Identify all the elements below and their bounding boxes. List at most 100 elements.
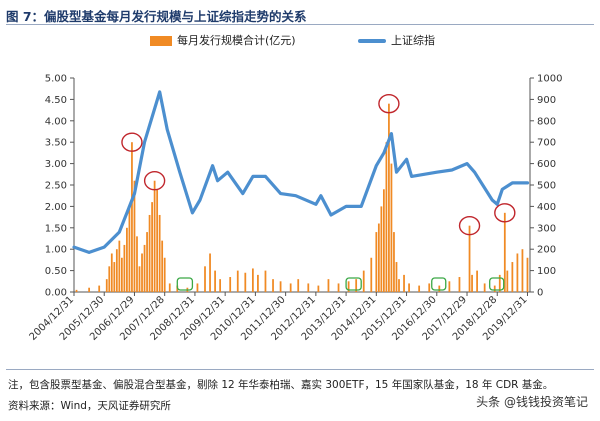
bar bbox=[403, 274, 405, 292]
bar bbox=[161, 240, 164, 292]
bar bbox=[289, 283, 292, 292]
bar bbox=[113, 262, 116, 292]
legend-line-swatch bbox=[358, 39, 386, 43]
bar bbox=[398, 279, 400, 292]
left-tick-label: 3.50 bbox=[45, 138, 67, 149]
highlight-box bbox=[176, 277, 194, 291]
chart-source: 资料来源：Wind，天风证券研究所 bbox=[8, 400, 171, 412]
bar bbox=[229, 277, 232, 292]
highlight-circle bbox=[121, 132, 143, 152]
bar bbox=[108, 266, 111, 292]
right-tick-label: 100 bbox=[537, 266, 556, 277]
right-tick-label: 900 bbox=[537, 95, 556, 106]
bar bbox=[385, 142, 388, 292]
bar bbox=[209, 253, 211, 292]
bar bbox=[128, 206, 131, 292]
bar bbox=[168, 283, 171, 292]
bar bbox=[219, 279, 222, 292]
bar bbox=[214, 270, 216, 292]
title-divider bbox=[6, 24, 594, 25]
bar bbox=[418, 285, 421, 292]
bar bbox=[506, 270, 509, 292]
bar bbox=[204, 266, 206, 292]
chart-title: 图 7：偏股型基金每月发行规模与上证综指走势的关系 bbox=[6, 9, 307, 24]
bar bbox=[126, 227, 128, 292]
bar bbox=[146, 232, 148, 292]
bar bbox=[393, 232, 395, 292]
bar bbox=[88, 287, 90, 292]
bar bbox=[317, 285, 320, 292]
bar bbox=[123, 244, 126, 292]
bar bbox=[136, 236, 138, 292]
bar bbox=[115, 249, 118, 292]
footer-divider bbox=[6, 369, 594, 370]
left-tick-label: 3.00 bbox=[45, 159, 67, 170]
bar bbox=[476, 270, 478, 292]
bar bbox=[395, 262, 398, 292]
line-series bbox=[72, 90, 530, 254]
bar bbox=[75, 289, 78, 292]
bar bbox=[370, 257, 373, 292]
bar bbox=[196, 283, 199, 292]
bar bbox=[471, 274, 473, 292]
bar bbox=[458, 277, 461, 292]
bar bbox=[498, 274, 501, 292]
highlight-circle bbox=[143, 171, 166, 191]
bar bbox=[503, 212, 506, 292]
left-tick-label: 5.00 bbox=[45, 74, 67, 85]
right-tick-label: 700 bbox=[537, 138, 556, 149]
bar bbox=[362, 270, 365, 292]
bar bbox=[143, 244, 146, 292]
bar bbox=[151, 202, 153, 292]
bar bbox=[347, 281, 350, 292]
chart-plot: 0.00 0.50 1.00 1.50 2.00 2.50 3.00 3.50 4.00 4.50… bbox=[28, 74, 563, 343]
legend-bar-swatch bbox=[150, 36, 172, 46]
bar bbox=[251, 268, 254, 292]
highlight-box bbox=[431, 277, 447, 291]
bar bbox=[148, 214, 151, 292]
bar bbox=[448, 281, 451, 292]
bar bbox=[382, 189, 385, 292]
right-tick-label: 300 bbox=[537, 223, 556, 234]
left-tick-label: 2.00 bbox=[45, 202, 67, 213]
legend-bar-label: 每月发行规模合计(亿元) bbox=[177, 34, 296, 47]
right-axis-ticks: 0 100 200 300 400 500 600 700 800 900 1000 bbox=[530, 74, 562, 299]
bar bbox=[163, 257, 166, 292]
bar bbox=[118, 240, 121, 292]
bar bbox=[526, 257, 529, 292]
x-axis-ticks: 2004/12/312005/12/302006/12/292007/12/28… bbox=[28, 292, 530, 343]
bar bbox=[511, 262, 514, 292]
left-tick-label: 4.50 bbox=[45, 95, 67, 106]
right-tick-label: 800 bbox=[537, 116, 556, 127]
right-tick-label: 1000 bbox=[537, 74, 562, 85]
right-tick-label: 200 bbox=[537, 245, 556, 256]
bar bbox=[516, 253, 519, 292]
highlight-box bbox=[345, 277, 362, 291]
bar bbox=[141, 253, 143, 292]
right-tick-label: 500 bbox=[537, 181, 556, 192]
bar bbox=[483, 283, 486, 292]
bar bbox=[390, 163, 393, 292]
bar bbox=[257, 274, 259, 292]
bar bbox=[327, 279, 330, 292]
highlight-circle bbox=[378, 93, 400, 114]
right-tick-label: 400 bbox=[537, 202, 556, 213]
left-tick-label: 4.00 bbox=[45, 116, 67, 127]
bar bbox=[388, 103, 390, 293]
watermark: 头条 @钱钱投资笔记 bbox=[476, 395, 588, 409]
index-line bbox=[72, 90, 530, 254]
bar bbox=[105, 279, 108, 292]
bar bbox=[133, 180, 136, 292]
chart-note: 注，包含股票型基金、偏股混合型基金，剔除 12 年华泰柏瑞、嘉实 300ETF，… bbox=[8, 379, 554, 391]
left-tick-label: 1.50 bbox=[45, 223, 67, 234]
highlight-circle bbox=[458, 215, 481, 236]
bar bbox=[158, 214, 161, 292]
legend-bar-entry: 每月发行规模合计(亿元) bbox=[150, 32, 296, 48]
bar bbox=[493, 285, 496, 292]
right-tick-label: 0 bbox=[537, 288, 543, 299]
highlight-box bbox=[489, 277, 505, 291]
bar bbox=[120, 257, 123, 292]
bar bbox=[355, 279, 358, 292]
bar bbox=[375, 232, 378, 292]
left-axis-ticks: 0.00 0.50 1.00 1.50 2.00 2.50 3.00 3.50 4.00 4.50… bbox=[45, 74, 74, 299]
